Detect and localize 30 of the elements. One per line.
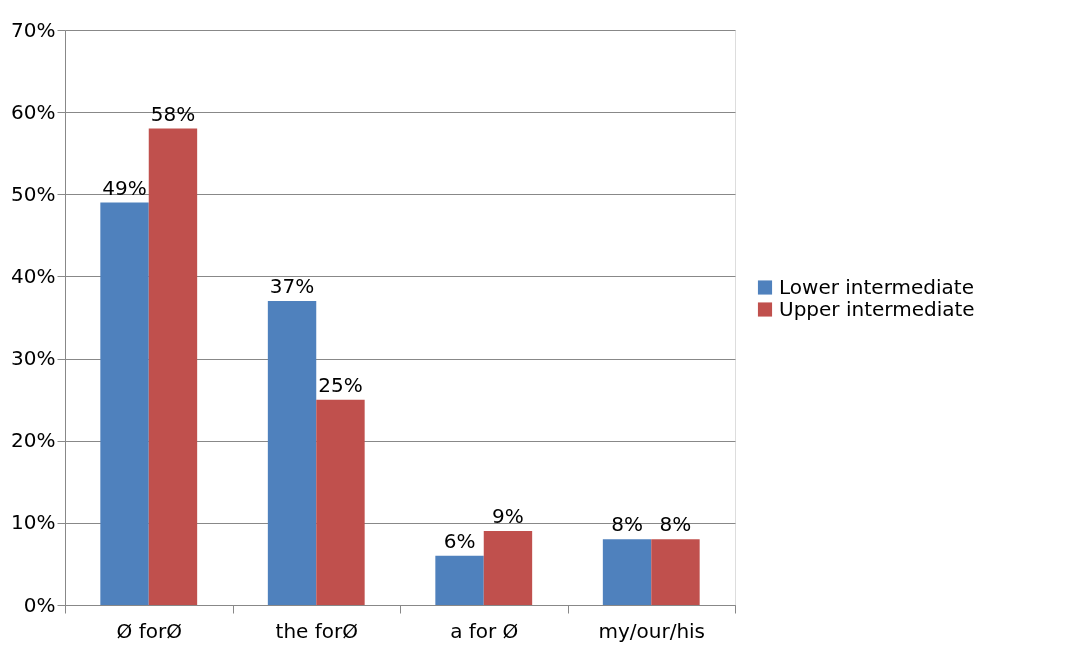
y-tick-label: 30% [11, 346, 56, 371]
data-label: 8% [611, 512, 643, 537]
x-tick-label: a for Ø [450, 618, 519, 643]
bar [435, 555, 484, 605]
y-tick-label: 20% [11, 428, 56, 453]
bar [148, 128, 198, 605]
data-label: 25% [318, 372, 363, 397]
x-tick-label: my/our/his [598, 618, 706, 643]
legend-label: Upper intermediate [779, 296, 975, 321]
bar [651, 539, 700, 605]
y-tick-label: 40% [11, 263, 56, 288]
y-tick-label: 50% [11, 181, 56, 206]
data-label: 37% [269, 274, 315, 299]
y-tick-label: 10% [11, 510, 56, 535]
bar [316, 399, 365, 605]
bar [602, 539, 652, 605]
data-label: 9% [492, 504, 524, 529]
bar [100, 202, 149, 605]
bar [483, 531, 533, 605]
data-label: 8% [659, 512, 692, 537]
legend-label: Lower intermediate [779, 274, 974, 299]
data-label: 58% [150, 101, 196, 126]
data-label: 49% [102, 175, 147, 200]
x-tick-label: the forØ [275, 618, 358, 643]
y-tick-label: 60% [11, 99, 56, 124]
y-tick-label: 70% [11, 17, 56, 42]
y-tick-label: 0% [23, 592, 56, 617]
bar [267, 301, 317, 605]
data-label: 6% [443, 528, 476, 553]
x-tick-label: Ø forØ [116, 618, 182, 643]
